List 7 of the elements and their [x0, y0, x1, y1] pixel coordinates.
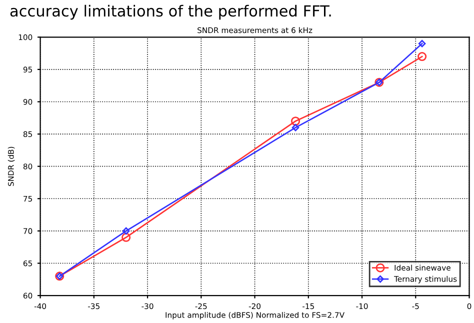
point [418, 52, 427, 62]
point [122, 232, 131, 242]
text: accuracy limitations of the performed FFT. [10, 4, 331, 20]
point [418, 40, 426, 48]
point [291, 116, 300, 126]
point [122, 227, 130, 235]
point [292, 124, 300, 132]
